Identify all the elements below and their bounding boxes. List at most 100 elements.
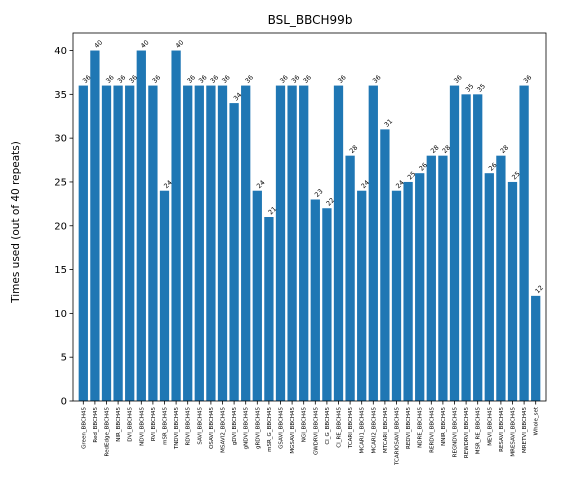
- bar-value-label: 36: [290, 73, 302, 85]
- bar: [403, 182, 412, 401]
- bar-value-label: 40: [93, 38, 105, 50]
- bar: [438, 156, 447, 401]
- bar-value-label: 35: [475, 82, 487, 94]
- x-tick-label: MSAVI2_BBCH45: [221, 407, 227, 453]
- bar: [206, 86, 215, 401]
- x-tick-label: mSR_BBCH45: [163, 407, 169, 445]
- bar-value-label: 36: [197, 73, 209, 85]
- bar-value-label: 36: [371, 73, 383, 85]
- bar: [496, 156, 505, 401]
- bar: [102, 86, 111, 401]
- bar: [508, 182, 517, 401]
- x-tick-label: MEVI_BBCH45: [487, 407, 493, 446]
- x-tick-label: NDVI_BBCH45: [139, 407, 145, 446]
- bar: [195, 86, 204, 401]
- x-tick-label: NIR_BBCH45: [116, 407, 122, 442]
- x-tick-label: NDRE_BBCH45: [418, 407, 424, 448]
- bar: [218, 86, 227, 401]
- x-tick-label: MRETVI_BBCH45: [522, 407, 528, 453]
- bar-value-label: 28: [429, 144, 441, 156]
- bar-value-label: 24: [255, 179, 267, 191]
- x-tick-label: MRESAVI_BBCH45: [511, 407, 517, 457]
- y-tick-label: 0: [61, 397, 67, 408]
- x-tick-label: Green_BBCH45: [81, 407, 87, 449]
- x-tick-label: MTCARI_BBCH45: [383, 407, 389, 454]
- bar-value-label: 28: [348, 144, 360, 156]
- bar: [311, 199, 320, 401]
- x-tick-label: MCARI2_BBCH45: [371, 407, 377, 454]
- bar: [427, 156, 436, 401]
- bar: [241, 86, 250, 401]
- x-tick-label: RDVI_BBCH45: [186, 407, 192, 446]
- y-tick-label: 30: [54, 134, 67, 145]
- bar: [264, 217, 273, 401]
- bar-value-label: 36: [522, 73, 534, 85]
- x-tick-label: TNDVI_BBCH45: [174, 407, 180, 451]
- x-tick-label: REGNDVI_BBCH45: [453, 407, 459, 458]
- bar-value-label: 28: [499, 144, 511, 156]
- x-tick-label: RERDVI_BBCH45: [429, 407, 435, 453]
- x-axis: Green_BBCH45 Red_BBCH45 RedEdge_BBCH45 NIR_…: [81, 401, 539, 466]
- bar: [519, 86, 528, 401]
- bar: [334, 86, 343, 401]
- bar: [148, 86, 157, 401]
- bar: [415, 173, 424, 401]
- y-axis-label: Times used (out of 40 repeats): [10, 141, 22, 304]
- bar: [171, 51, 180, 401]
- x-tick-label: REDVI_BBCH45: [406, 407, 412, 449]
- x-tick-label: NGI_BBCH45: [302, 407, 308, 443]
- bar-value-label: 36: [116, 73, 128, 85]
- x-tick-label: Whole_set: [534, 406, 540, 435]
- y-axis: 0510152025303540: [54, 46, 73, 407]
- bar: [79, 86, 88, 401]
- x-tick-label: GWDRVI_BBCH45: [313, 407, 319, 456]
- x-tick-label: DVI_BBCH45: [128, 407, 134, 442]
- y-tick-label: 5: [61, 353, 67, 364]
- x-tick-label: GSAVI_BBCH45: [279, 407, 285, 449]
- bar: [113, 86, 122, 401]
- bar: [183, 86, 192, 401]
- bar: [357, 191, 366, 401]
- bar-value-label: 40: [174, 38, 186, 50]
- y-tick-label: 35: [54, 90, 67, 101]
- bar-value-label: 36: [220, 73, 232, 85]
- bar-value-label: 23: [313, 187, 325, 199]
- x-tick-label: Red_BBCH45: [93, 407, 99, 443]
- bars-group: [79, 51, 541, 401]
- x-tick-label: REWDRVI_BBCH45: [464, 407, 470, 459]
- bar-value-label: 36: [185, 73, 197, 85]
- x-tick-label: NNIR_BBCH45: [441, 407, 447, 446]
- x-tick-label: mSR_G_BBCH45: [267, 407, 273, 452]
- bar: [461, 94, 470, 401]
- x-tick-label: MGSAVI_BBCH45: [290, 407, 296, 454]
- bar-value-label: 36: [151, 73, 163, 85]
- x-tick-label: CI_G_BBCH45: [325, 407, 331, 445]
- x-tick-label: RedEdge_BBCH45: [105, 407, 111, 457]
- bar-value-label: 36: [243, 73, 255, 85]
- bar-value-label: 36: [209, 73, 221, 85]
- bar: [137, 51, 146, 401]
- bar-value-label: 40: [139, 38, 151, 50]
- y-tick-label: 20: [54, 221, 67, 232]
- bar-value-label: 12: [533, 284, 545, 296]
- bar: [450, 86, 459, 401]
- bar: [485, 173, 494, 401]
- y-tick-label: 25: [54, 177, 67, 188]
- bar: [473, 94, 482, 401]
- x-tick-label: MCARI1_BBCH45: [360, 407, 366, 454]
- bar-value-label: 36: [104, 73, 116, 85]
- x-tick-label: TCARI_BBCH45: [348, 407, 354, 450]
- bar: [229, 103, 238, 401]
- bar-value-label: 36: [301, 73, 313, 85]
- y-tick-label: 40: [54, 46, 67, 57]
- bar: [90, 51, 99, 401]
- bar: [392, 191, 401, 401]
- bar-value-label: 36: [452, 73, 464, 85]
- x-tick-label: CI_RE_BBCH45: [337, 407, 343, 448]
- chart-title: BSL_BBCH99b: [268, 13, 353, 27]
- x-tick-label: RVI_BBCH45: [151, 407, 157, 442]
- x-tick-label: gRDVI_BBCH45: [255, 407, 261, 450]
- bar: [299, 86, 308, 401]
- bar: [345, 156, 354, 401]
